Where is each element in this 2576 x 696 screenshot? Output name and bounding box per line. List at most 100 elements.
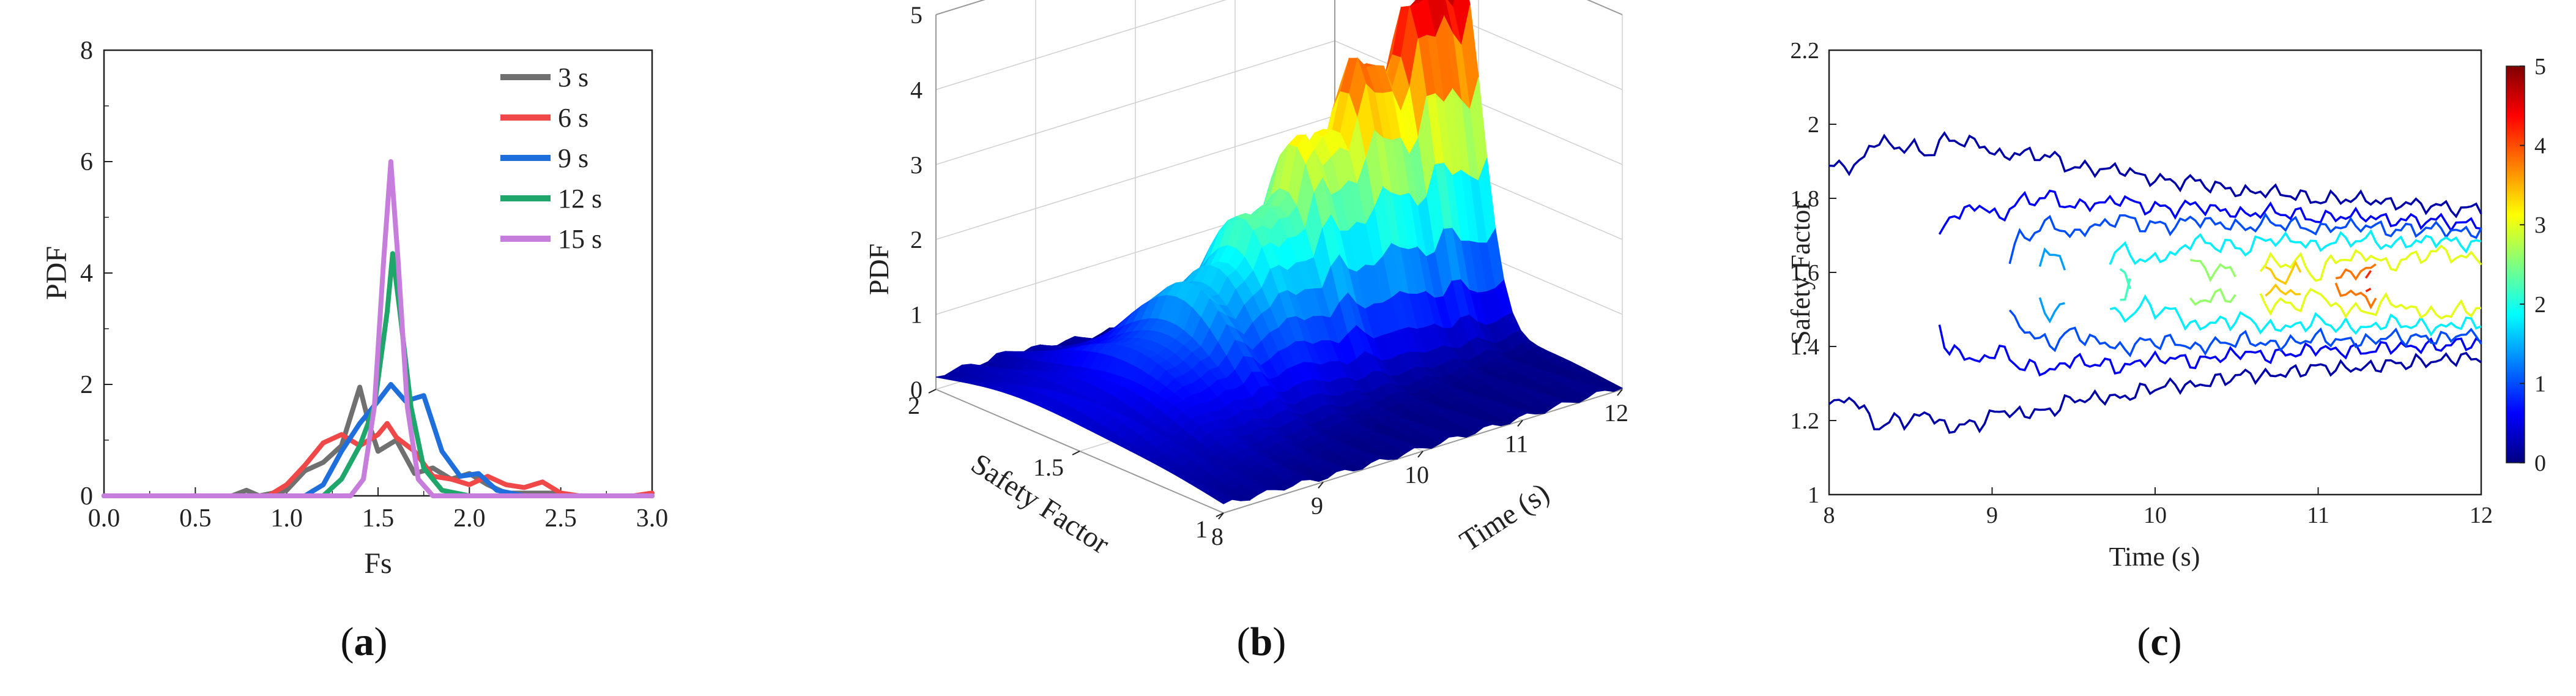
b-xtick-mark [1417, 451, 1423, 458]
contour-line-lower [2334, 282, 2377, 310]
b-ztick-label: 4 [910, 76, 922, 103]
b-ytick-label: 1.5 [1033, 454, 1064, 481]
panel-a-xlabel: Fs [364, 547, 392, 580]
contour-line-upper [2038, 247, 2066, 271]
b-zgrid-line [935, 40, 1623, 165]
a-xtick-label: 0.5 [179, 504, 212, 533]
contour-line-upper [2335, 263, 2377, 281]
a-xtick-label: 1.5 [362, 504, 395, 533]
c-ytick-label: 2.2 [1791, 38, 1820, 64]
contour-line-lower [1828, 351, 2482, 434]
c-ytick-label: 1.2 [1791, 408, 1820, 434]
contour-line-upper [2008, 212, 2482, 264]
b-zgrid-line [935, 0, 1623, 91]
b-ytick-label: 2 [908, 392, 920, 419]
contour-line-upper [2190, 258, 2236, 283]
pdf-curve-6s [102, 421, 655, 498]
contour-line-lower [1938, 324, 2482, 376]
legend-label: 3 s [558, 62, 588, 92]
a-xtick-label: 2.5 [544, 504, 577, 533]
a-ytick-label: 0 [80, 482, 93, 511]
contour-line-upper [2265, 260, 2302, 285]
a-xtick-label: 2.0 [453, 504, 486, 533]
b-xtick-mark [1617, 389, 1623, 396]
c-xtick-label: 11 [2307, 503, 2329, 528]
panel-c-xlabel: Time (s) [2109, 542, 2200, 572]
b-xtick-label: 12 [1604, 399, 1628, 427]
panel-b-zlabel: PDF [863, 244, 894, 295]
colorbar-tick-label: 1 [2534, 371, 2546, 397]
contour-line-lower [2120, 278, 2131, 301]
contour-line-lower [2365, 287, 2372, 293]
contour-line-lower [2265, 283, 2301, 297]
b-xtick-mark [1517, 419, 1523, 427]
panel-b-letter-text: b [1250, 619, 1273, 664]
a-ytick-label: 6 [80, 148, 93, 176]
a-ytick-label: 4 [80, 260, 93, 288]
panel-c-plot-frame [1828, 49, 2482, 496]
colorbar-tick-label: 0 [2534, 451, 2546, 476]
pdf-curve-9s [102, 382, 655, 498]
contour-line-lower [2008, 309, 2482, 357]
a-ytick-label: 2 [80, 371, 93, 399]
b-ztick-label: 2 [910, 226, 922, 253]
panel-c-ylabel: Safety Factor [1786, 201, 1816, 345]
pdf-curve-15s [102, 159, 655, 498]
b-ytick-label: 1 [1195, 515, 1208, 543]
contour-line-lower [2038, 297, 2065, 324]
a-xtick-label: 0.0 [88, 504, 121, 533]
contour-line-upper [1828, 131, 2482, 219]
pdf-curve-12s [102, 251, 655, 498]
legend-label: 12 s [558, 184, 602, 214]
panel-a: 0.0 0.5 1.0 1.5 2.0 2.5 3.0 0 2 4 6 8 3 s 6 s 9 s 12 s… [40, 37, 668, 664]
b-xtick-label: 10 [1405, 461, 1429, 488]
c-xtick-label: 12 [2470, 503, 2493, 528]
contour-line-lower [2189, 288, 2236, 306]
c-xtick-label: 9 [1986, 503, 1998, 528]
contour-line-upper [2109, 229, 2482, 266]
b-xtick-label: 11 [1505, 430, 1529, 458]
contour-line-upper [2364, 270, 2372, 279]
c-ytick-label: 2 [1808, 112, 1819, 138]
b-xtick-label: 8 [1211, 523, 1223, 550]
b-xtick-mark [1318, 481, 1324, 489]
b-ytick-mark [1072, 451, 1080, 455]
a-ytick-label: 8 [80, 37, 93, 65]
c-ytick-label: 1.6 [1791, 260, 1820, 286]
contour-line-upper [2259, 244, 2482, 282]
b-ztick-label: 1 [910, 301, 922, 329]
b-ztick-label: 5 [910, 1, 922, 29]
b-zgrid-line [935, 0, 1623, 15]
b-ztick-label: 0 [910, 376, 922, 403]
c-ytick-label: 1.8 [1791, 186, 1820, 212]
legend-label: 15 s [558, 224, 602, 254]
colorbar-tick-label: 4 [2534, 133, 2546, 159]
panel-c-letter-text: c [2150, 619, 2168, 664]
panel-c-letter: (c) [2137, 619, 2181, 664]
panel-a-letter-text: a [354, 619, 374, 664]
contour-line-lower [2109, 294, 2482, 337]
colorbar-tick-label: 5 [2534, 54, 2546, 80]
c-ytick-label: 1 [1808, 482, 1819, 508]
surface-patch [1214, 495, 1233, 504]
a-xtick-label: 3.0 [636, 504, 669, 533]
b-xtick-label: 9 [1311, 492, 1323, 520]
a-xtick-label: 1.0 [270, 504, 303, 533]
panel-a-letter: (a) [341, 619, 388, 664]
contour-line-lower [2259, 288, 2482, 320]
b-ytick-mark [1216, 512, 1224, 517]
panel-a-ylabel: PDF [40, 246, 73, 300]
legend-label: 9 s [558, 143, 588, 173]
b-ztick-label: 3 [910, 151, 922, 179]
colorbar [2506, 65, 2525, 463]
b-ytick-mark [928, 389, 937, 394]
c-xtick-label: 10 [2144, 503, 2167, 528]
panel-b-letter: (b) [1237, 619, 1286, 664]
panel-b-xlabel: Time (s) [1454, 477, 1555, 558]
contour-line-upper [1938, 189, 2482, 235]
c-xtick-label: 8 [1824, 503, 1835, 528]
legend-label: 6 s [558, 103, 588, 133]
